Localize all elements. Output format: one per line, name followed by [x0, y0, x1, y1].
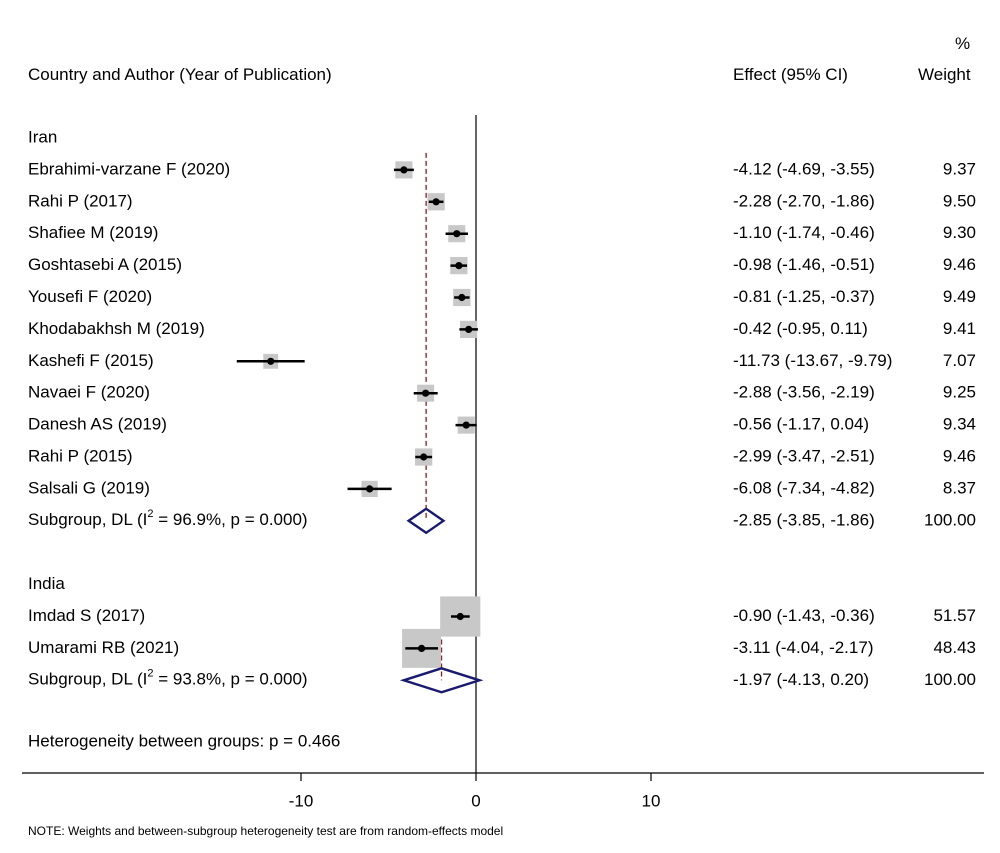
- study-label: Navaei F (2020): [28, 383, 150, 402]
- subgroup-label: Subgroup, DL (I2 = 96.9%, p = 0.000): [28, 508, 308, 530]
- subgroup-label: Subgroup, DL (I2 = 93.8%, p = 0.000): [28, 667, 308, 689]
- weight-text: 9.30: [943, 223, 976, 242]
- heterogeneity-text: Heterogeneity between groups: p = 0.466: [28, 731, 340, 750]
- footnote: NOTE: Weights and between-subgroup heter…: [28, 824, 504, 838]
- effect-ci-text: -11.73 (-13.67, -9.79): [733, 351, 892, 370]
- study-label: Imdad S (2017): [28, 606, 145, 625]
- subgroup-weight-text: 100.00: [924, 670, 976, 689]
- subgroup-ci-text: -2.85 (-3.85, -1.86): [733, 510, 875, 529]
- weight-text: 9.34: [943, 415, 976, 434]
- effect-ci-text: -2.88 (-3.56, -2.19): [733, 383, 875, 402]
- effect-point: [458, 293, 466, 302]
- study-label: Kashefi F (2015): [28, 351, 154, 370]
- effect-ci-text: -2.28 (-2.70, -1.86): [733, 191, 875, 210]
- study-label: Rahi P (2017): [28, 191, 133, 210]
- study-label: Goshtasebi A (2015): [28, 255, 182, 274]
- weight-text: 9.25: [943, 383, 976, 402]
- study-label: Umarami RB (2021): [28, 638, 179, 657]
- effect-point: [366, 485, 374, 493]
- weight-text: 9.37: [943, 159, 976, 178]
- weight-text: 8.37: [943, 478, 976, 497]
- effect-ci-text: -0.56 (-1.17, 0.04): [733, 415, 869, 434]
- weight-text: 9.46: [943, 255, 976, 274]
- effect-point: [417, 644, 426, 653]
- effect-point: [453, 230, 461, 238]
- subgroup-ci-text: -1.97 (-4.13, 0.20): [733, 670, 869, 689]
- effect-ci-text: -0.42 (-0.95, 0.11): [733, 319, 868, 338]
- effect-point: [422, 389, 430, 397]
- effect-ci-text: -1.10 (-1.74, -0.46): [733, 223, 875, 242]
- effect-point: [420, 453, 428, 461]
- study-label: Danesh AS (2019): [28, 415, 167, 434]
- effect-point: [462, 421, 470, 429]
- effect-ci-text: -2.99 (-3.47, -2.51): [733, 446, 875, 465]
- study-label: Salsali G (2019): [28, 478, 150, 497]
- group-label: India: [28, 574, 65, 593]
- study-label: Khodabakhsh M (2019): [28, 319, 205, 338]
- effect-point: [455, 262, 463, 270]
- x-tick-label: -10: [289, 791, 314, 810]
- effect-ci-text: -0.98 (-1.46, -0.51): [733, 255, 875, 274]
- effect-ci-text: -6.08 (-7.34, -4.82): [733, 478, 875, 497]
- study-label: Shafiee M (2019): [28, 223, 158, 242]
- weight-column-header-percent: %: [955, 34, 971, 53]
- x-tick-label: 0: [471, 791, 480, 810]
- study-label: Ebrahimi-varzane F (2020): [28, 159, 230, 178]
- effect-point: [465, 325, 473, 333]
- subgroup-weight-text: 100.00: [924, 510, 976, 529]
- study-label: Rahi P (2015): [28, 446, 133, 465]
- weight-text: 9.41: [943, 319, 976, 338]
- effect-ci-text: -0.81 (-1.25, -0.37): [733, 287, 875, 306]
- study-label: Yousefi F (2020): [28, 287, 152, 306]
- weight-text: 9.46: [943, 446, 976, 465]
- weight-text: 9.49: [943, 287, 976, 306]
- weight-text: 7.07: [943, 351, 976, 370]
- weight-text: 48.43: [933, 638, 976, 657]
- study-column-header: Country and Author (Year of Publication): [28, 65, 332, 84]
- effect-point: [267, 357, 275, 365]
- subgroup-diamond: [406, 507, 446, 535]
- group-label: Iran: [28, 127, 57, 146]
- effect-column-header: Effect (95% CI): [733, 65, 848, 84]
- weight-text: 51.57: [933, 606, 976, 625]
- effect-ci-text: -0.90 (-1.43, -0.36): [733, 606, 875, 625]
- subgroup-diamond: [399, 667, 484, 694]
- weight-column-header: Weight: [918, 65, 971, 84]
- effect-point: [456, 612, 464, 621]
- effect-ci-text: -3.11 (-4.04, -2.17): [733, 638, 873, 657]
- weight-text: 9.50: [943, 191, 976, 210]
- effect-ci-text: -4.12 (-4.69, -3.55): [733, 159, 875, 178]
- effect-point: [432, 198, 440, 206]
- x-tick-label: 10: [642, 791, 661, 810]
- effect-point: [400, 166, 408, 174]
